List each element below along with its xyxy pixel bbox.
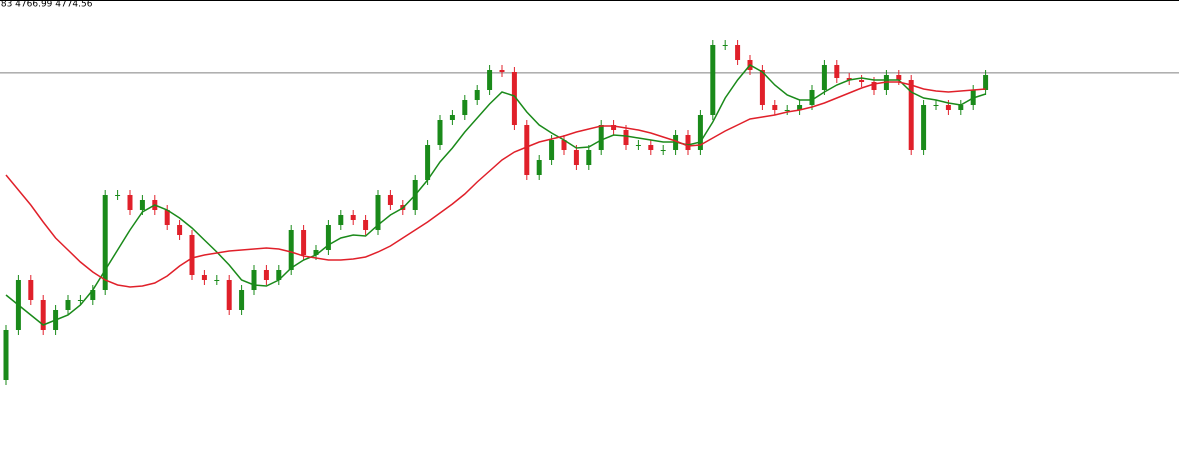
candle-body: [338, 215, 344, 225]
candle-body: [598, 125, 604, 150]
candle-body: [573, 150, 579, 165]
candle-body: [313, 250, 319, 255]
candle-body: [524, 125, 530, 175]
candle-body: [983, 75, 989, 90]
candle-body: [710, 45, 716, 115]
candle-body: [896, 75, 902, 80]
candle-body: [611, 125, 617, 130]
candle-body: [499, 70, 505, 72]
candle-body: [759, 70, 765, 105]
candle-body: [821, 65, 827, 90]
candle-body: [387, 195, 393, 205]
candle-body: [28, 280, 34, 300]
candle-body: [784, 110, 790, 111]
candle-body: [561, 140, 567, 150]
candle-body: [511, 72, 517, 125]
candle-body: [363, 220, 369, 230]
candle-body: [40, 300, 46, 330]
candle-body: [164, 210, 170, 225]
candle-body: [809, 90, 815, 105]
ohlc-info: .83 4766.99 4774.56: [0, 0, 93, 10]
moving-average: [5, 64, 986, 326]
candle-body: [697, 115, 703, 150]
candle-body: [735, 45, 741, 60]
candle-body: [871, 82, 877, 90]
candle-body: [586, 150, 592, 165]
candle-body: [251, 270, 257, 290]
moving-average: [5, 81, 986, 288]
candle-body: [77, 300, 83, 301]
candle-body: [908, 80, 914, 150]
candle-body: [226, 280, 232, 310]
candle-body: [177, 225, 183, 235]
candle-body: [685, 135, 691, 150]
candle-body: [239, 290, 245, 310]
candle-body: [449, 115, 455, 120]
candle-body: [65, 300, 71, 310]
candle-body: [549, 140, 555, 160]
candle-body: [102, 195, 108, 290]
candle-body: [945, 105, 951, 110]
candle-body: [846, 78, 852, 80]
candle-body: [263, 270, 269, 280]
candle-body: [425, 145, 431, 180]
candle-body: [536, 160, 542, 175]
candle-body: [772, 105, 778, 110]
candle-body: [127, 195, 133, 210]
candle-body: [623, 130, 629, 145]
candle-body: [288, 230, 294, 270]
candle-body: [214, 280, 220, 281]
candle-body: [201, 275, 207, 280]
candle-body: [921, 105, 927, 150]
candle-body: [859, 80, 865, 82]
candle-body: [301, 230, 307, 255]
candle-body: [375, 195, 381, 230]
candle-body: [90, 290, 96, 300]
candle-body: [139, 200, 145, 210]
candle-body: [276, 270, 282, 280]
candle-body: [834, 65, 840, 78]
candle-body: [437, 120, 443, 145]
candle-body: [722, 45, 728, 46]
candle-body: [487, 70, 493, 90]
candle-body: [958, 105, 964, 110]
candle-body: [648, 145, 654, 150]
candle-body: [660, 150, 666, 151]
candle-body: [635, 145, 641, 146]
candle-body: [325, 225, 331, 250]
candle-body: [797, 105, 803, 110]
candle-body: [115, 195, 121, 196]
candle-body: [189, 235, 195, 275]
candle-body: [3, 330, 9, 380]
candle-body: [350, 215, 356, 220]
candle-body: [474, 90, 480, 100]
candle-body: [933, 105, 939, 106]
candle-body: [462, 100, 468, 115]
